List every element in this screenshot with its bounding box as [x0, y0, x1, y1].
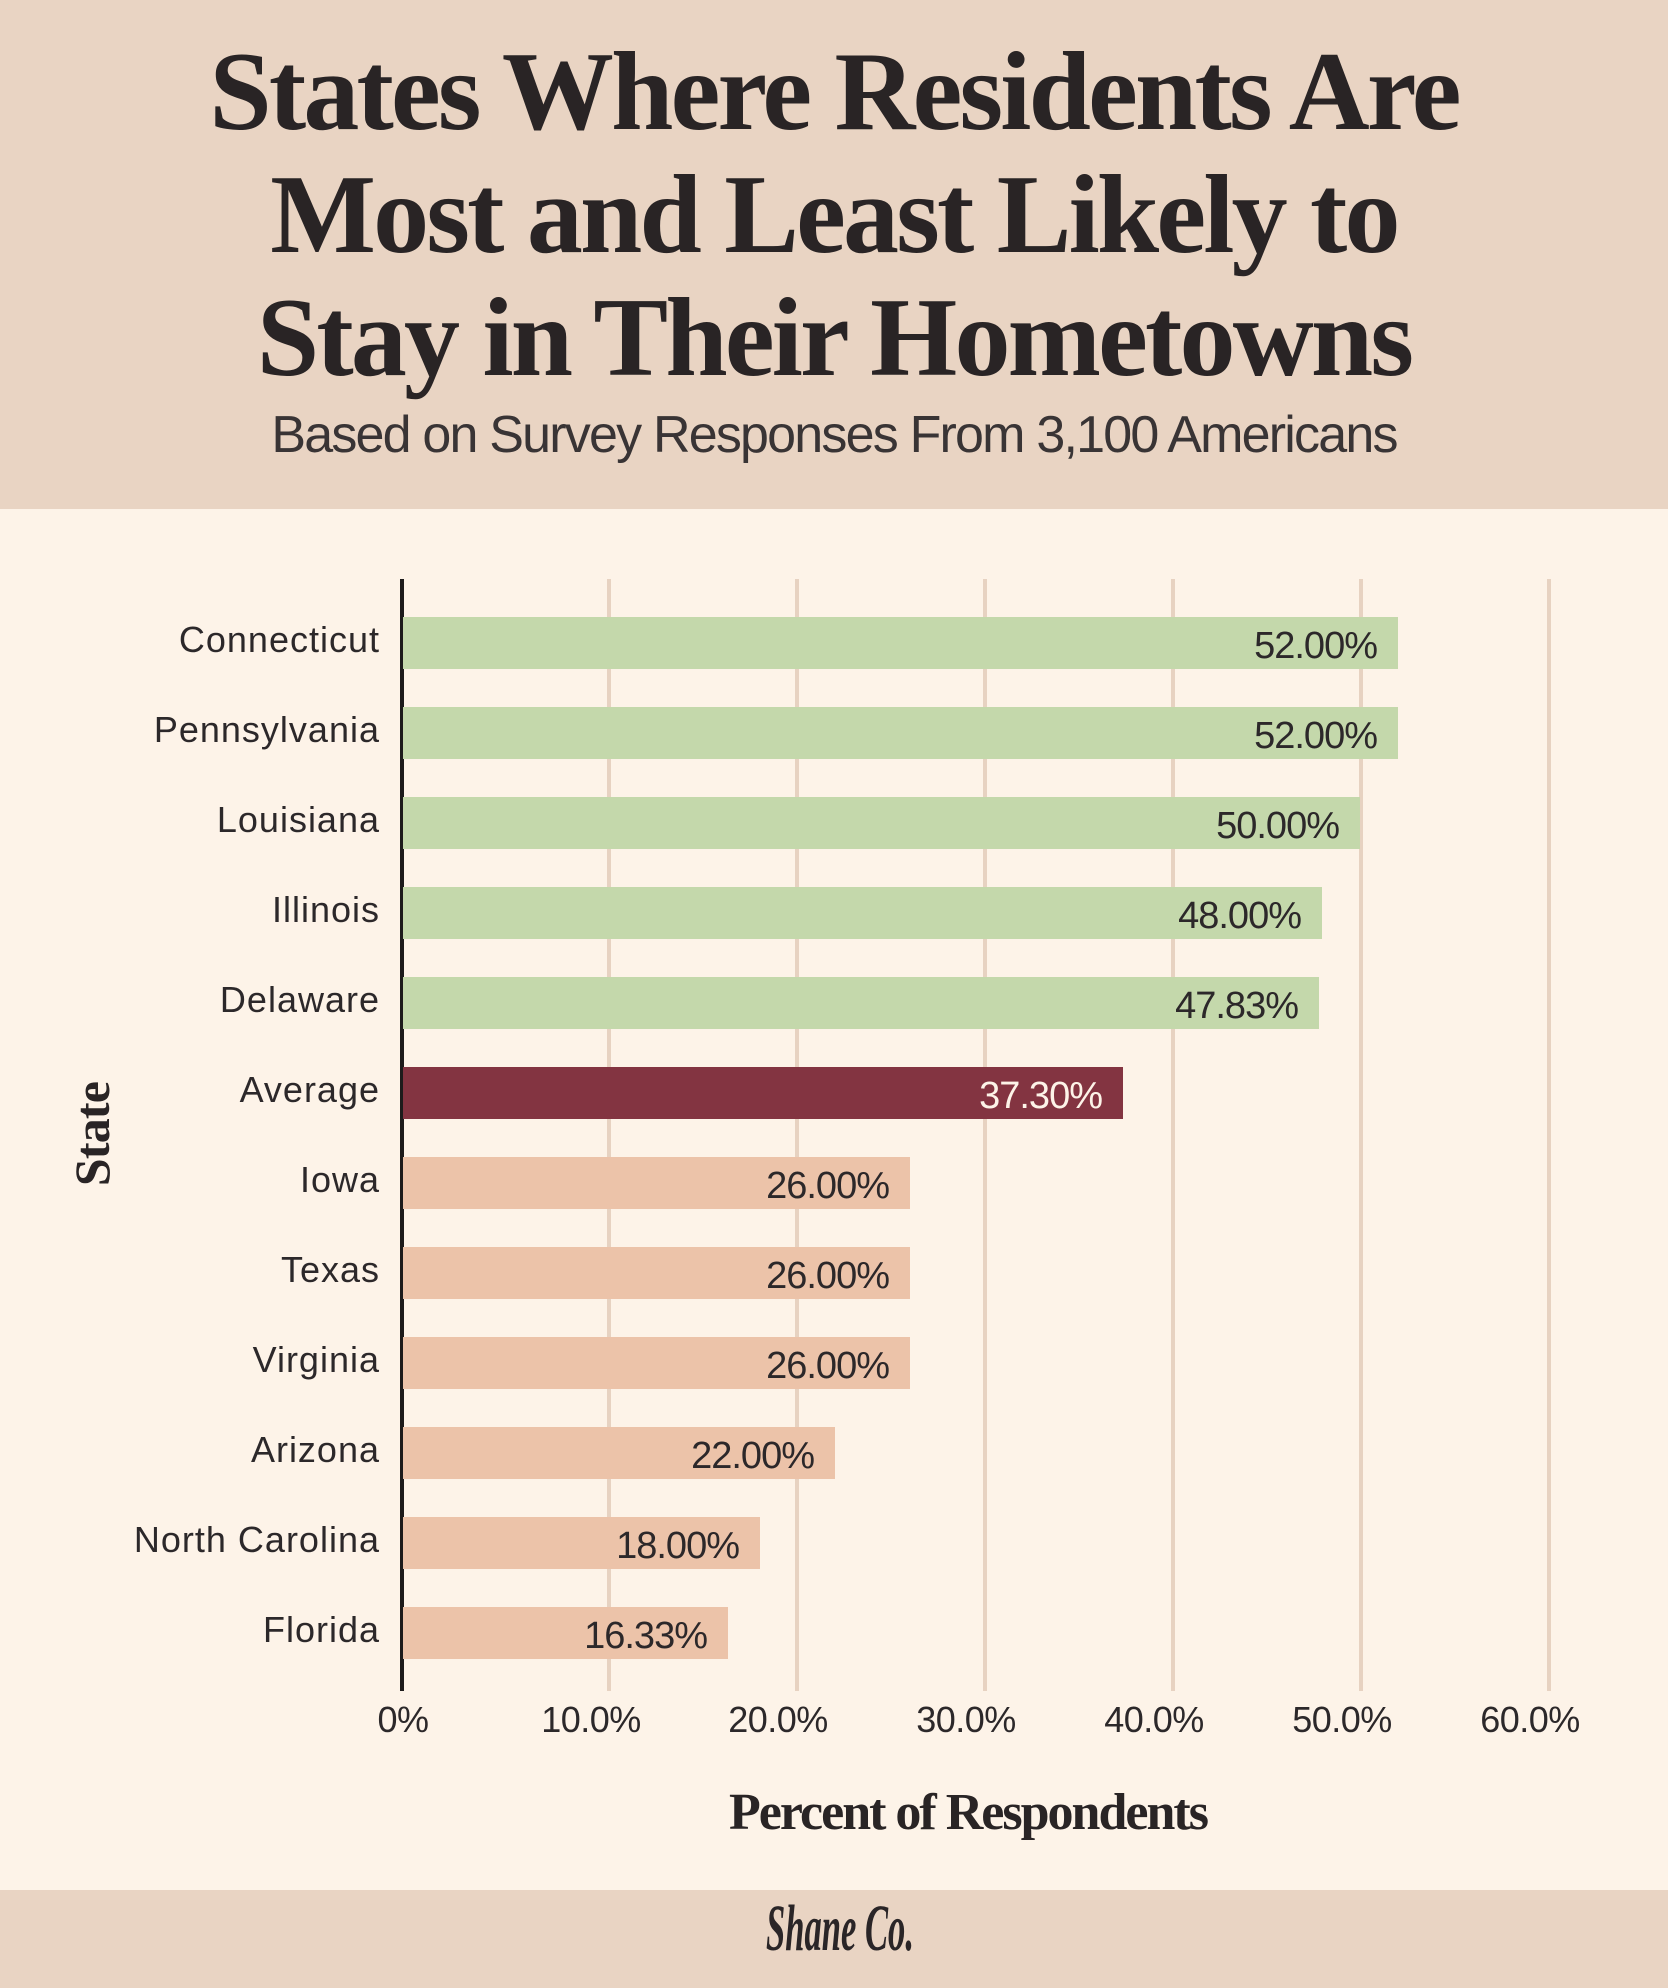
- svg-text:Shane Co.: Shane Co.: [766, 1898, 914, 1965]
